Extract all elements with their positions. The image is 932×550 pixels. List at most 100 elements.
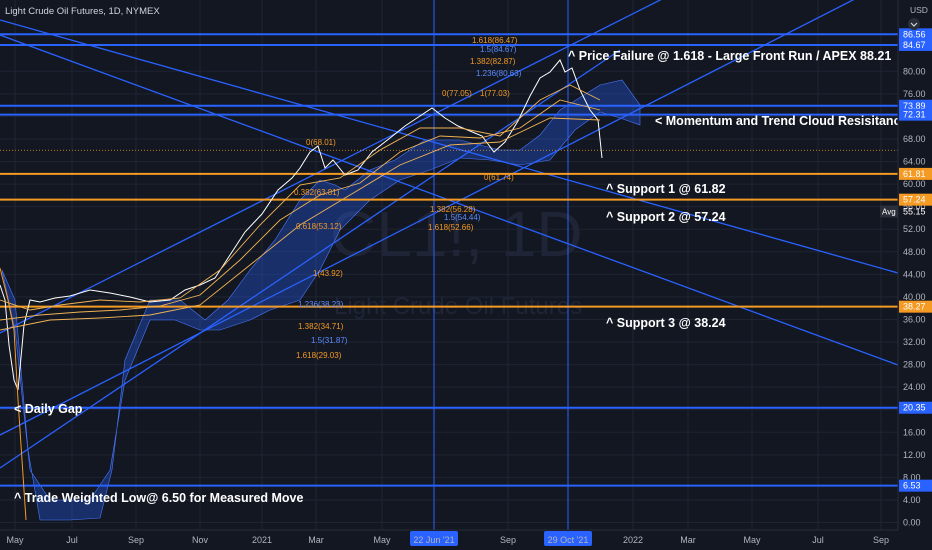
price-tick-label: 24.00	[903, 382, 926, 392]
fib-label: 1.382(56.28)	[430, 205, 476, 214]
level-price-label: 6.53	[903, 481, 921, 491]
level-price-badge	[899, 401, 932, 414]
price-tick-label: 80.00	[903, 66, 926, 76]
time-tick-label: 2022	[623, 535, 643, 545]
price-axis[interactable]: 0.004.008.0012.0016.0020.0024.0028.0032.…	[880, 0, 932, 530]
time-tick-label: Nov	[192, 535, 209, 545]
annotation-support-2: ^ Support 2 @ 57.24	[606, 210, 726, 224]
price-tick-label: 32.00	[903, 337, 926, 347]
last-price-label: 55.15	[903, 206, 926, 216]
moving-average-line	[0, 84, 601, 311]
annotation-daily-gap: < Daily Gap	[14, 402, 83, 416]
fib-label: 1.5(31.87)	[311, 336, 348, 345]
level-price-badge	[899, 38, 932, 51]
fib-label: 0.618(53.12)	[296, 222, 342, 231]
moving-average-line	[0, 99, 601, 321]
price-tick-label: 36.00	[903, 314, 926, 324]
trend-line	[0, 0, 855, 436]
price-tick-label: 76.00	[903, 89, 926, 99]
level-price-badge	[899, 193, 932, 206]
price-tick-label: 56.00	[903, 202, 926, 212]
currency-label: USD	[910, 5, 928, 15]
time-tick-label: Jul	[812, 535, 824, 545]
price-tick-label: 40.00	[903, 292, 926, 302]
price-tick-label: 12.00	[903, 450, 926, 460]
annotation-support-3: ^ Support 3 @ 38.24	[606, 316, 726, 330]
time-tick-label: Mar	[680, 535, 696, 545]
avg-tag: Avg	[882, 207, 896, 216]
price-axis-background	[898, 0, 932, 530]
level-price-label: 73.89	[903, 101, 926, 111]
date-marker-badge	[544, 531, 592, 546]
avg-tag-badge	[880, 205, 898, 218]
time-tick-label: 29 Oct '21	[548, 535, 589, 545]
time-tick-label: May	[6, 535, 24, 545]
level-price-badge	[899, 300, 932, 313]
fib-label: 1(43.92)	[313, 269, 343, 278]
fib-label: 0.382(63.81)	[294, 188, 340, 197]
fib-label: 1.236(38.23)	[298, 300, 344, 309]
price-series	[0, 59, 603, 521]
cloud-area	[1, 79, 641, 521]
price-tick-label: 48.00	[903, 247, 926, 257]
settings-toggle[interactable]	[908, 18, 920, 30]
price-tick-label: 16.00	[903, 427, 926, 437]
fib-label: 1.236(80.63)	[476, 69, 522, 78]
settings-icon	[908, 18, 920, 30]
fib-label: 1.382(82.87)	[470, 57, 516, 66]
price-tick-label: 44.00	[903, 269, 926, 279]
fib-label: 1.382(34.71)	[298, 322, 344, 331]
watermark: CL1!, 1D Light Crude Oil Futures	[330, 198, 583, 320]
level-price-label: 72.31	[903, 110, 926, 120]
time-axis-background	[0, 530, 932, 550]
trend-line	[0, 19, 899, 274]
fib-label: 0(68.01)	[306, 138, 336, 147]
time-axis[interactable]: May Jul Sep Nov 2021 Mar May 22 Jun '21 Sep 29 Oc…	[0, 529, 932, 550]
level-price-label: 84.67	[903, 40, 926, 50]
price-tick-label: 52.00	[903, 224, 926, 234]
fibonacci-labels: 0(68.01) 0.382(63.81) 0.618(53.12) 1(43.92)…	[294, 36, 522, 360]
time-tick-label: Mar	[308, 535, 324, 545]
grid-lines	[0, 0, 898, 530]
level-price-label: 20.35	[903, 403, 926, 413]
ichimoku-cloud	[1, 79, 641, 521]
fib-label: 1.5(84.67)	[480, 45, 517, 54]
annotation-support-1: ^ Support 1 @ 61.82	[606, 182, 726, 196]
chart-title: Light Crude Oil Futures, 1D, NYMEX	[5, 6, 160, 17]
fib-label: 1(77.03)	[480, 89, 510, 98]
price-line-orange	[0, 267, 27, 521]
annotation-cloud-resistance: < Momentum and Trend Cloud Resisitance	[655, 114, 908, 128]
price-line	[0, 59, 603, 391]
price-tick-label: 64.00	[903, 157, 926, 167]
time-tick-label: May	[743, 535, 761, 545]
fib-label: 0(77.05)	[442, 89, 472, 98]
level-price-badge	[899, 108, 932, 121]
fib-label: 1.618(52.66)	[428, 223, 474, 232]
level-price-label: 57.24	[903, 195, 926, 205]
annotation-price-failure: ^ Price Failure @ 1.618 - Large Front Ru…	[568, 49, 891, 63]
fib-label: 0(61.74)	[484, 173, 514, 182]
chevron-down-icon	[910, 22, 918, 27]
level-price-badge	[899, 28, 932, 41]
level-price-label: 38.27	[903, 302, 926, 312]
price-tick-label: 60.00	[903, 179, 926, 189]
time-tick-label: Sep	[873, 535, 889, 545]
time-tick-label: Sep	[500, 535, 516, 545]
annotations: ^ Price Failure @ 1.618 - Large Front Ru…	[14, 49, 908, 505]
vertical-date-markers	[433, 0, 569, 530]
fib-label: 1.618(29.03)	[296, 351, 342, 360]
price-tick-label: 28.00	[903, 360, 926, 370]
level-price-label: 61.81	[903, 169, 926, 179]
moving-average-line	[0, 117, 601, 331]
price-tick-label: 0.00	[903, 518, 921, 528]
fib-label: 1.5(54.44)	[444, 213, 481, 222]
time-tick-label: Sep	[128, 535, 144, 545]
price-tick-label: 8.00	[903, 472, 921, 482]
level-price-badge	[899, 479, 932, 492]
level-price-badge	[899, 167, 932, 180]
fib-label: 1.618(86.47)	[472, 36, 518, 45]
time-tick-label: 2021	[252, 535, 272, 545]
date-marker-badge	[410, 531, 458, 546]
